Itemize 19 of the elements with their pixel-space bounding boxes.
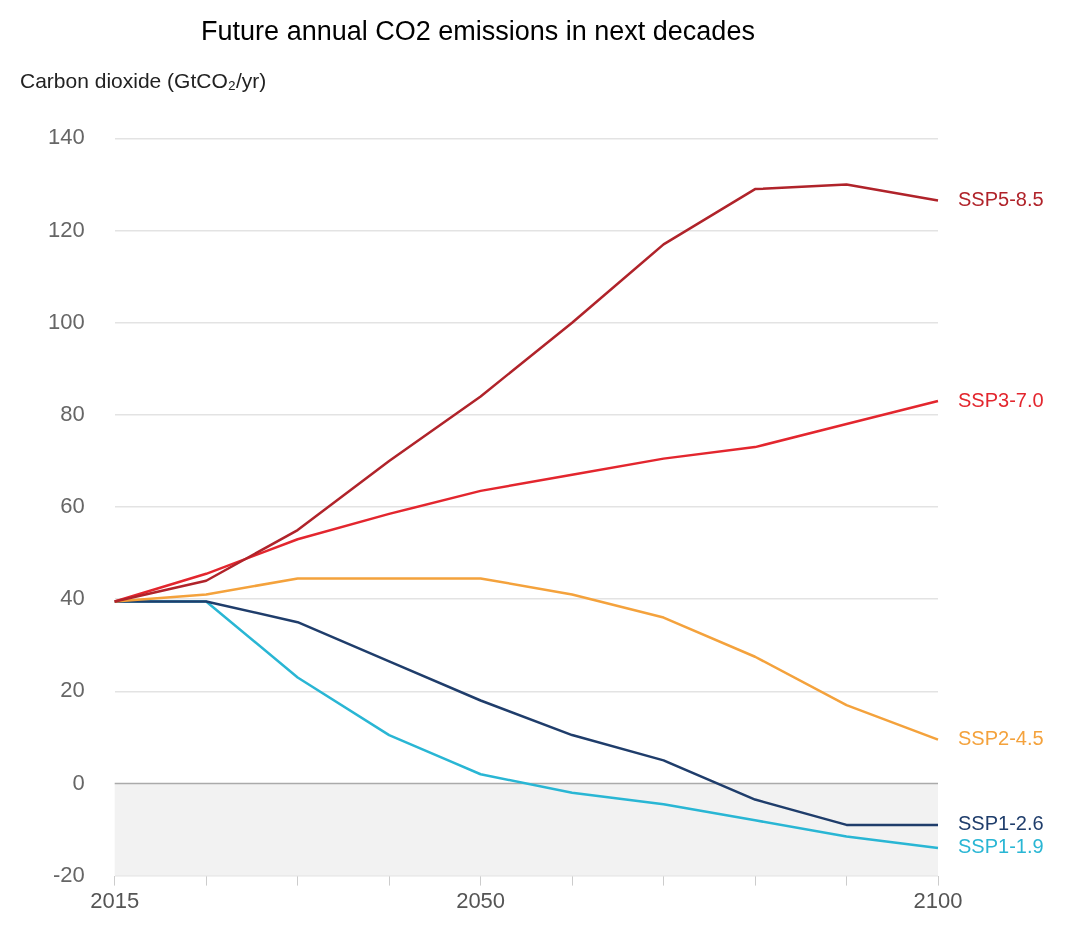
y-tick-label: 100 [47, 308, 85, 334]
y-tick-label: 120 [47, 216, 85, 242]
y-tick-label: 40 [60, 585, 85, 611]
y-axis-title: Carbon dioxide (GtCO₂/yr) [20, 69, 267, 93]
chart-title: Future annual CO2 emissions in next decades [201, 15, 755, 46]
y-tick-label: 140 [47, 124, 85, 150]
series-label: SSP2-4.5 [958, 727, 1044, 750]
y-tick-label: 20 [60, 677, 85, 703]
series-label: SSP5-8.5 [958, 188, 1044, 211]
series-label: SSP1-1.9 [958, 835, 1044, 858]
y-tick-label: -20 [52, 861, 85, 887]
x-tick-label: 2050 [456, 887, 506, 913]
series-label: SSP3-7.0 [958, 388, 1044, 411]
y-tick-label: 0 [72, 769, 85, 795]
x-tick-label: 2015 [90, 887, 140, 913]
y-tick-label: 80 [60, 400, 85, 426]
series-label: SSP1-2.6 [958, 812, 1044, 835]
y-tick-label: 60 [60, 493, 85, 519]
x-tick-label: 2100 [913, 887, 963, 913]
